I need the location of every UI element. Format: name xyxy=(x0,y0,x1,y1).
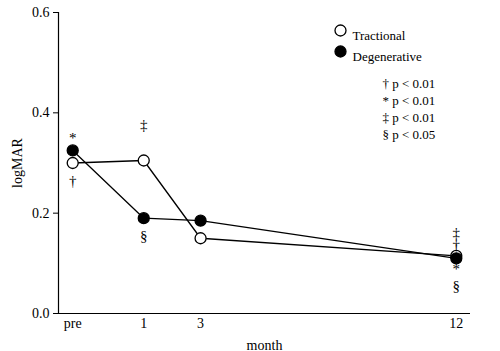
svg-text:* p < 0.01: * p < 0.01 xyxy=(383,93,436,108)
svg-text:§ p < 0.05: § p < 0.05 xyxy=(383,127,436,142)
svg-text:Tractional: Tractional xyxy=(353,28,406,43)
svg-text:0.2: 0.2 xyxy=(32,206,50,221)
svg-text:*: * xyxy=(69,130,77,146)
svg-text:1: 1 xyxy=(140,316,147,331)
svg-text:§: § xyxy=(140,228,148,244)
svg-text:*: * xyxy=(453,261,461,277)
svg-text:0.6: 0.6 xyxy=(32,5,50,20)
svg-text:pre: pre xyxy=(64,316,82,331)
svg-text:†: † xyxy=(453,237,461,253)
svg-text:§: § xyxy=(453,278,461,294)
svg-text:3: 3 xyxy=(197,316,204,331)
svg-text:† p < 0.01: † p < 0.01 xyxy=(383,76,436,91)
svg-text:0.4: 0.4 xyxy=(32,105,50,120)
svg-text:0.0: 0.0 xyxy=(32,306,50,321)
svg-text:‡ p < 0.01: ‡ p < 0.01 xyxy=(383,110,436,125)
svg-text:logMAR: logMAR xyxy=(10,137,25,187)
svg-text:Degenerative: Degenerative xyxy=(353,49,423,64)
svg-text:month: month xyxy=(247,338,283,351)
svg-text:†: † xyxy=(69,173,77,189)
svg-text:12: 12 xyxy=(449,316,463,331)
svg-text:‡: ‡ xyxy=(140,117,148,133)
